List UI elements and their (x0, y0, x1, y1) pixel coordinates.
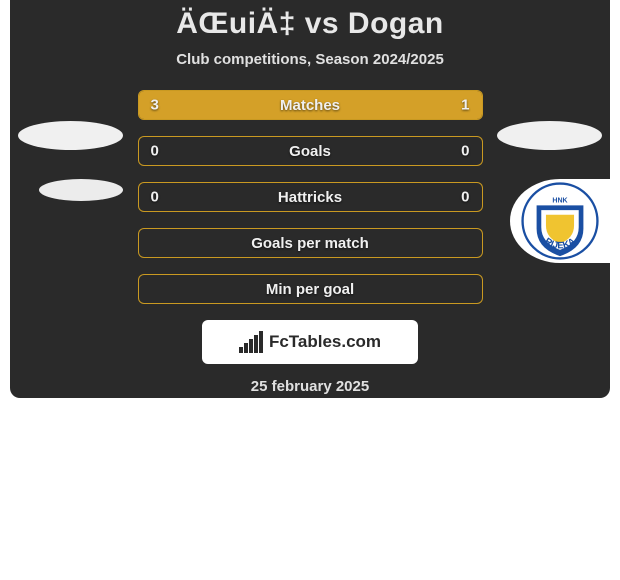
comparison-widget: ÄŒuiÄ‡ vs Dogan Club competitions, Seaso… (10, 0, 610, 398)
stat-right-value: 1 (461, 97, 469, 114)
rijeka-crest-icon: HNK RIJEKA (521, 182, 599, 260)
stats-container: 3 Matches 1 0 Goals 0 0 Hattricks 0 Goal… (138, 90, 483, 304)
stat-row-mpg: Min per goal (138, 274, 483, 304)
barchart-icon (239, 331, 263, 353)
branding-text: FcTables.com (269, 332, 381, 352)
stat-left-value: 0 (151, 143, 159, 160)
stat-row-goals: 0 Goals 0 (138, 136, 483, 166)
stat-row-gpm: Goals per match (138, 228, 483, 258)
page-title: ÄŒuiÄ‡ vs Dogan (10, 7, 610, 41)
club-right-badge: HNK RIJEKA (510, 179, 610, 263)
stat-label: Min per goal (266, 281, 354, 298)
player-left-avatar (18, 121, 123, 150)
date-label: 25 february 2025 (10, 378, 610, 395)
stat-right-value: 0 (461, 143, 469, 160)
stat-right-value: 0 (461, 189, 469, 206)
stat-row-matches: 3 Matches 1 (138, 90, 483, 120)
subtitle: Club competitions, Season 2024/2025 (10, 51, 610, 68)
club-left-badge (39, 179, 123, 201)
stat-left-value: 0 (151, 189, 159, 206)
stat-left-value: 3 (151, 97, 159, 114)
stat-fill-left (139, 91, 396, 119)
player-right-avatar (497, 121, 602, 150)
stat-label: Matches (280, 97, 340, 114)
stat-label: Goals per match (251, 235, 369, 252)
badge-top-text: HNK (552, 197, 567, 204)
stat-label: Goals (289, 143, 331, 160)
stat-label: Hattricks (278, 189, 342, 206)
stat-row-hattricks: 0 Hattricks 0 (138, 182, 483, 212)
branding-link[interactable]: FcTables.com (202, 320, 418, 364)
